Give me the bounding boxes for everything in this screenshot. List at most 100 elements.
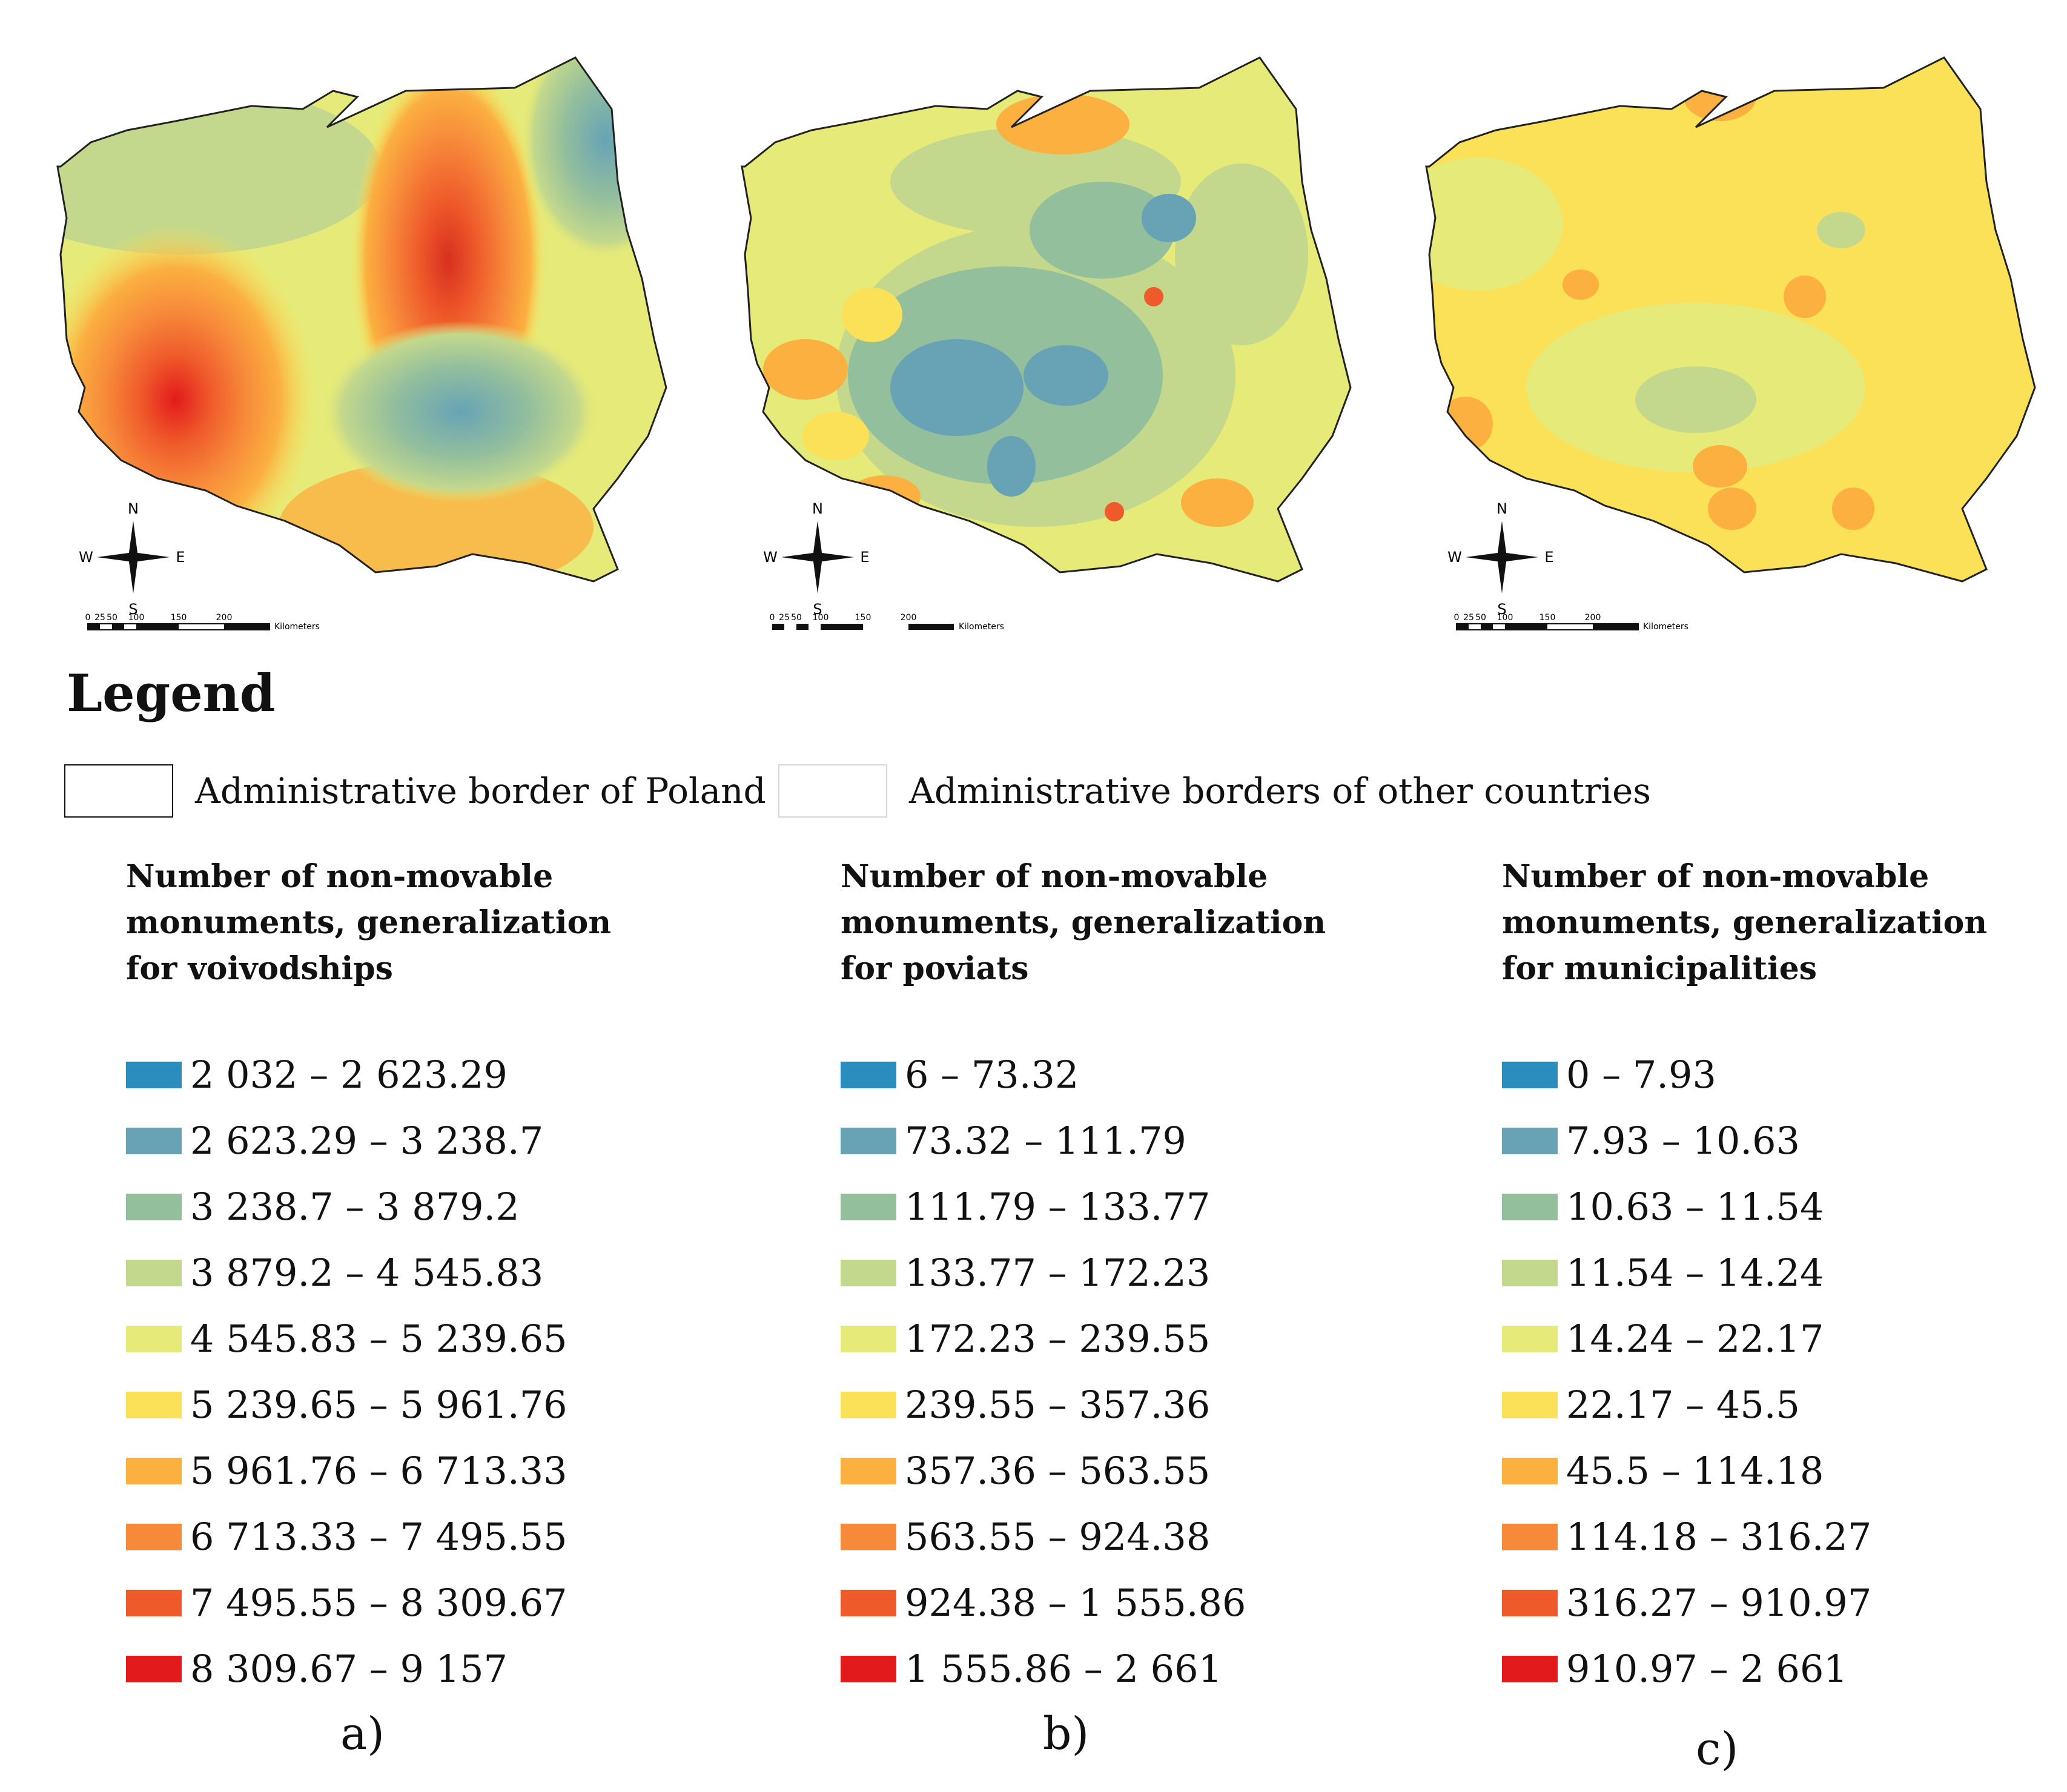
scale-bar: 0 25 50 100 150 200 Kilometers bbox=[1454, 613, 1688, 632]
map-panel-c: N S E W 0 25 50 100 150 200 Kilometers bbox=[1381, 0, 2041, 642]
compass-e: E bbox=[176, 549, 185, 566]
legend-item-label: 14.24 – 22.17 bbox=[1566, 1317, 1824, 1361]
svg-text:100: 100 bbox=[128, 613, 145, 623]
compass-n: N bbox=[812, 500, 823, 517]
compass-n: N bbox=[1497, 500, 1507, 517]
legend-swatch bbox=[841, 1061, 896, 1088]
legend-swatch bbox=[126, 1127, 182, 1154]
legend-swatch bbox=[841, 1127, 896, 1154]
legend-item-label: 239.55 – 357.36 bbox=[905, 1383, 1211, 1427]
legend-item-label: 111.79 – 133.77 bbox=[905, 1185, 1211, 1229]
legend-item: 4 545.83 – 5 239.65 bbox=[126, 1306, 671, 1372]
legend-swatch bbox=[841, 1523, 896, 1550]
legend-item: 563.55 – 924.38 bbox=[841, 1504, 1386, 1570]
legend-item: 7.93 – 10.63 bbox=[1502, 1108, 2047, 1174]
legend-swatch bbox=[841, 1325, 896, 1352]
map-c-surface bbox=[1426, 58, 2035, 581]
svg-text:100: 100 bbox=[813, 613, 829, 623]
legend-swatch bbox=[1502, 1127, 1558, 1154]
legend-swatch bbox=[841, 1391, 896, 1418]
map-poviats: N S E W 0 25 50 100 150 200 Kilometers bbox=[741, 56, 1352, 632]
legend-class-list: 6 – 73.32 73.32 – 111.79 111.79 – 133.77… bbox=[841, 1042, 1386, 1702]
legend-item: 45.5 – 114.18 bbox=[1502, 1438, 2047, 1504]
legend-title: Legend bbox=[67, 663, 276, 723]
svg-text:150: 150 bbox=[855, 613, 871, 623]
legend-item: 6 – 73.32 bbox=[841, 1042, 1386, 1108]
north-arrow-icon: N S E W bbox=[763, 500, 869, 618]
compass-w: W bbox=[1447, 549, 1462, 566]
legend-item: 0 – 7.93 bbox=[1502, 1042, 2047, 1108]
legend-item-label: 3 238.7 – 3 879.2 bbox=[190, 1185, 520, 1229]
svg-text:25: 25 bbox=[1463, 613, 1474, 623]
panel-label-b: b) bbox=[1043, 1708, 1090, 1760]
scale-bar: 0 25 50 100 150 200 Kilometers bbox=[770, 613, 1004, 632]
legend-item: 114.18 – 316.27 bbox=[1502, 1504, 2047, 1570]
legend-item-label: 6 713.33 – 7 495.55 bbox=[190, 1515, 567, 1559]
legend-item-label: 10.63 – 11.54 bbox=[1566, 1185, 1824, 1229]
svg-text:Kilometers: Kilometers bbox=[959, 622, 1004, 632]
svg-text:50: 50 bbox=[791, 613, 802, 623]
svg-text:50: 50 bbox=[1475, 613, 1486, 623]
legend-swatch bbox=[1502, 1457, 1558, 1484]
legend-item-label: 316.27 – 910.97 bbox=[1566, 1581, 1872, 1625]
legend-swatch bbox=[1502, 1655, 1558, 1682]
legend-item-label: 5 239.65 – 5 961.76 bbox=[190, 1383, 567, 1427]
legend-swatch bbox=[841, 1193, 896, 1220]
panel-label-a: a) bbox=[340, 1708, 385, 1760]
legend-swatch bbox=[841, 1655, 896, 1682]
legend-item-label: 0 – 7.93 bbox=[1566, 1053, 1716, 1097]
legend-item: 924.38 – 1 555.86 bbox=[841, 1570, 1386, 1636]
legend-item: 910.97 – 2 661 bbox=[1502, 1636, 2047, 1702]
legend-item-label: 5 961.76 – 6 713.33 bbox=[190, 1449, 567, 1493]
poland-border bbox=[56, 56, 667, 583]
legend-item: 5 961.76 – 6 713.33 bbox=[126, 1438, 671, 1504]
svg-text:100: 100 bbox=[1497, 613, 1513, 623]
legend-item: 7 495.55 – 8 309.67 bbox=[126, 1570, 671, 1636]
other-borders-key: Administrative borders of other countrie… bbox=[778, 764, 1651, 818]
legend-item: 3 238.7 – 3 879.2 bbox=[126, 1174, 671, 1240]
legend-class-list: 0 – 7.93 7.93 – 10.63 10.63 – 11.54 11.5… bbox=[1502, 1042, 2047, 1702]
compass-s: S bbox=[128, 601, 137, 618]
poland-border-key: Administrative border of Poland bbox=[64, 764, 766, 818]
legend-swatch bbox=[841, 1259, 896, 1286]
legend-swatch bbox=[841, 1589, 896, 1616]
map-b-surface bbox=[742, 58, 1351, 581]
svg-text:25: 25 bbox=[779, 613, 790, 623]
legend-item: 10.63 – 11.54 bbox=[1502, 1174, 2047, 1240]
svg-text:150: 150 bbox=[171, 613, 187, 623]
legend-item: 5 239.65 – 5 961.76 bbox=[126, 1372, 671, 1438]
legend-item: 2 623.29 – 3 238.7 bbox=[126, 1108, 671, 1174]
svg-text:Kilometers: Kilometers bbox=[274, 622, 320, 632]
legend-item-label: 22.17 – 45.5 bbox=[1566, 1383, 1800, 1427]
compass-w: W bbox=[79, 549, 93, 566]
svg-text:50: 50 bbox=[107, 613, 117, 623]
svg-text:25: 25 bbox=[94, 613, 105, 623]
legend-class-list: 2 032 – 2 623.29 2 623.29 – 3 238.7 3 23… bbox=[126, 1042, 671, 1702]
legend-swatch bbox=[126, 1259, 182, 1286]
legend-swatch bbox=[126, 1589, 182, 1616]
legend-item: 3 879.2 – 4 545.83 bbox=[126, 1240, 671, 1306]
legend-voivodships: Number of non-movable monuments, general… bbox=[126, 854, 671, 1702]
legend-swatch bbox=[1502, 1193, 1558, 1220]
legend-swatch bbox=[126, 1391, 182, 1418]
legend-swatch bbox=[126, 1325, 182, 1352]
map-panel-b: N S E W 0 25 50 100 150 200 Kilometers bbox=[696, 0, 1357, 642]
legend-item-label: 357.36 – 563.55 bbox=[905, 1449, 1211, 1493]
legend-poviats: Number of non-movable monuments, general… bbox=[841, 854, 1386, 1702]
legend-item-label: 3 879.2 – 4 545.83 bbox=[190, 1251, 544, 1295]
poland-border bbox=[741, 56, 1352, 583]
legend-item-label: 563.55 – 924.38 bbox=[905, 1515, 1211, 1559]
compass-e: E bbox=[860, 549, 869, 566]
legend-item-label: 73.32 – 111.79 bbox=[905, 1119, 1186, 1163]
legend-item-label: 7 495.55 – 8 309.67 bbox=[190, 1581, 567, 1625]
legend-item: 6 713.33 – 7 495.55 bbox=[126, 1504, 671, 1570]
map-voivodships: N S E W 0 25 50 100 150 200 Kilometers bbox=[56, 56, 667, 632]
legend-item-label: 6 – 73.32 bbox=[905, 1053, 1079, 1097]
legend-swatch bbox=[1502, 1523, 1558, 1550]
map-panel-a: N S E W 0 25 50 100 150 200 Kilometers bbox=[12, 0, 672, 642]
compass-s: S bbox=[1497, 601, 1506, 618]
svg-text:200: 200 bbox=[1585, 613, 1601, 623]
legend-item: 357.36 – 563.55 bbox=[841, 1438, 1386, 1504]
legend-swatch bbox=[1502, 1259, 1558, 1286]
legend-item-label: 924.38 – 1 555.86 bbox=[905, 1581, 1246, 1625]
